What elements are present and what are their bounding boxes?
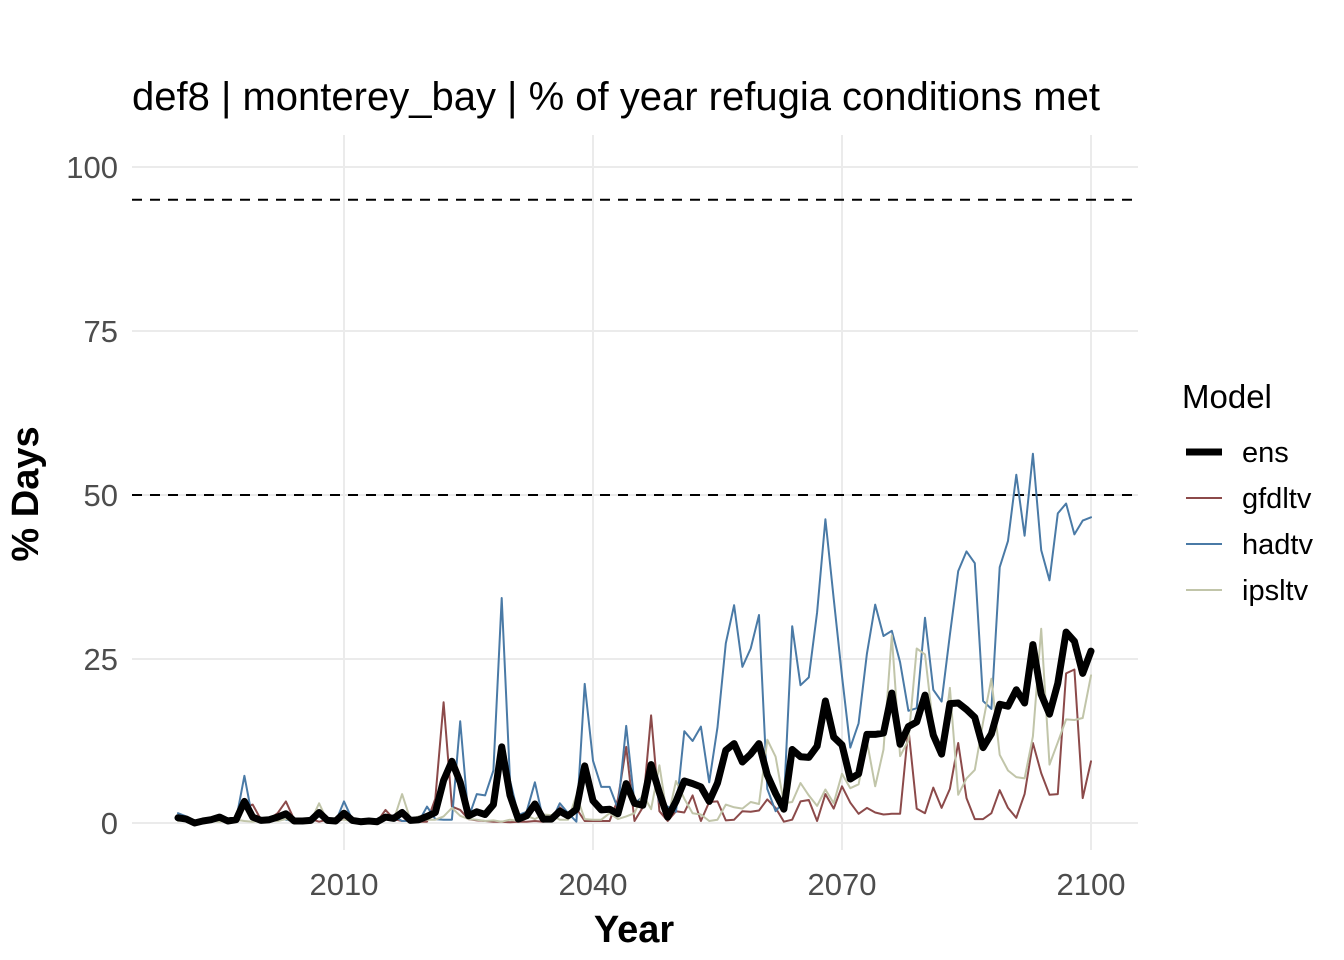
x-tick-label-1: 2040 <box>559 867 628 902</box>
legend-label-hadtv: hadtv <box>1242 529 1313 561</box>
legend-label-gfdltv: gfdltv <box>1242 483 1312 515</box>
y-tick-labels: 0 25 50 75 100 <box>66 150 118 841</box>
reference-lines <box>132 198 1138 496</box>
chart-title: def8 | monterey_bay | % of year refugia … <box>132 75 1100 119</box>
legend: Model ens gfdltv hadtv ipsltv <box>1182 378 1313 607</box>
x-tick-labels: 2010 2040 2070 2100 <box>310 867 1126 902</box>
legend-title: Model <box>1182 378 1272 415</box>
y-tick-label-4: 100 <box>66 150 118 185</box>
x-axis-title: Year <box>594 909 675 951</box>
x-tick-label-3: 2100 <box>1057 867 1126 902</box>
y-tick-label-2: 50 <box>84 478 118 513</box>
y-axis-title: % Days <box>5 426 47 561</box>
series-lines <box>174 452 1095 827</box>
y-tick-label-1: 25 <box>84 642 118 677</box>
legend-label-ipsltv: ipsltv <box>1242 575 1309 607</box>
series-line-ipsltv <box>177 627 1092 823</box>
x-tick-label-0: 2010 <box>310 867 379 902</box>
y-tick-label-0: 0 <box>101 806 118 841</box>
series-line-ens <box>174 628 1095 827</box>
legend-label-ens: ens <box>1242 437 1289 469</box>
x-tick-label-2: 2070 <box>808 867 877 902</box>
y-tick-label-3: 75 <box>84 314 118 349</box>
